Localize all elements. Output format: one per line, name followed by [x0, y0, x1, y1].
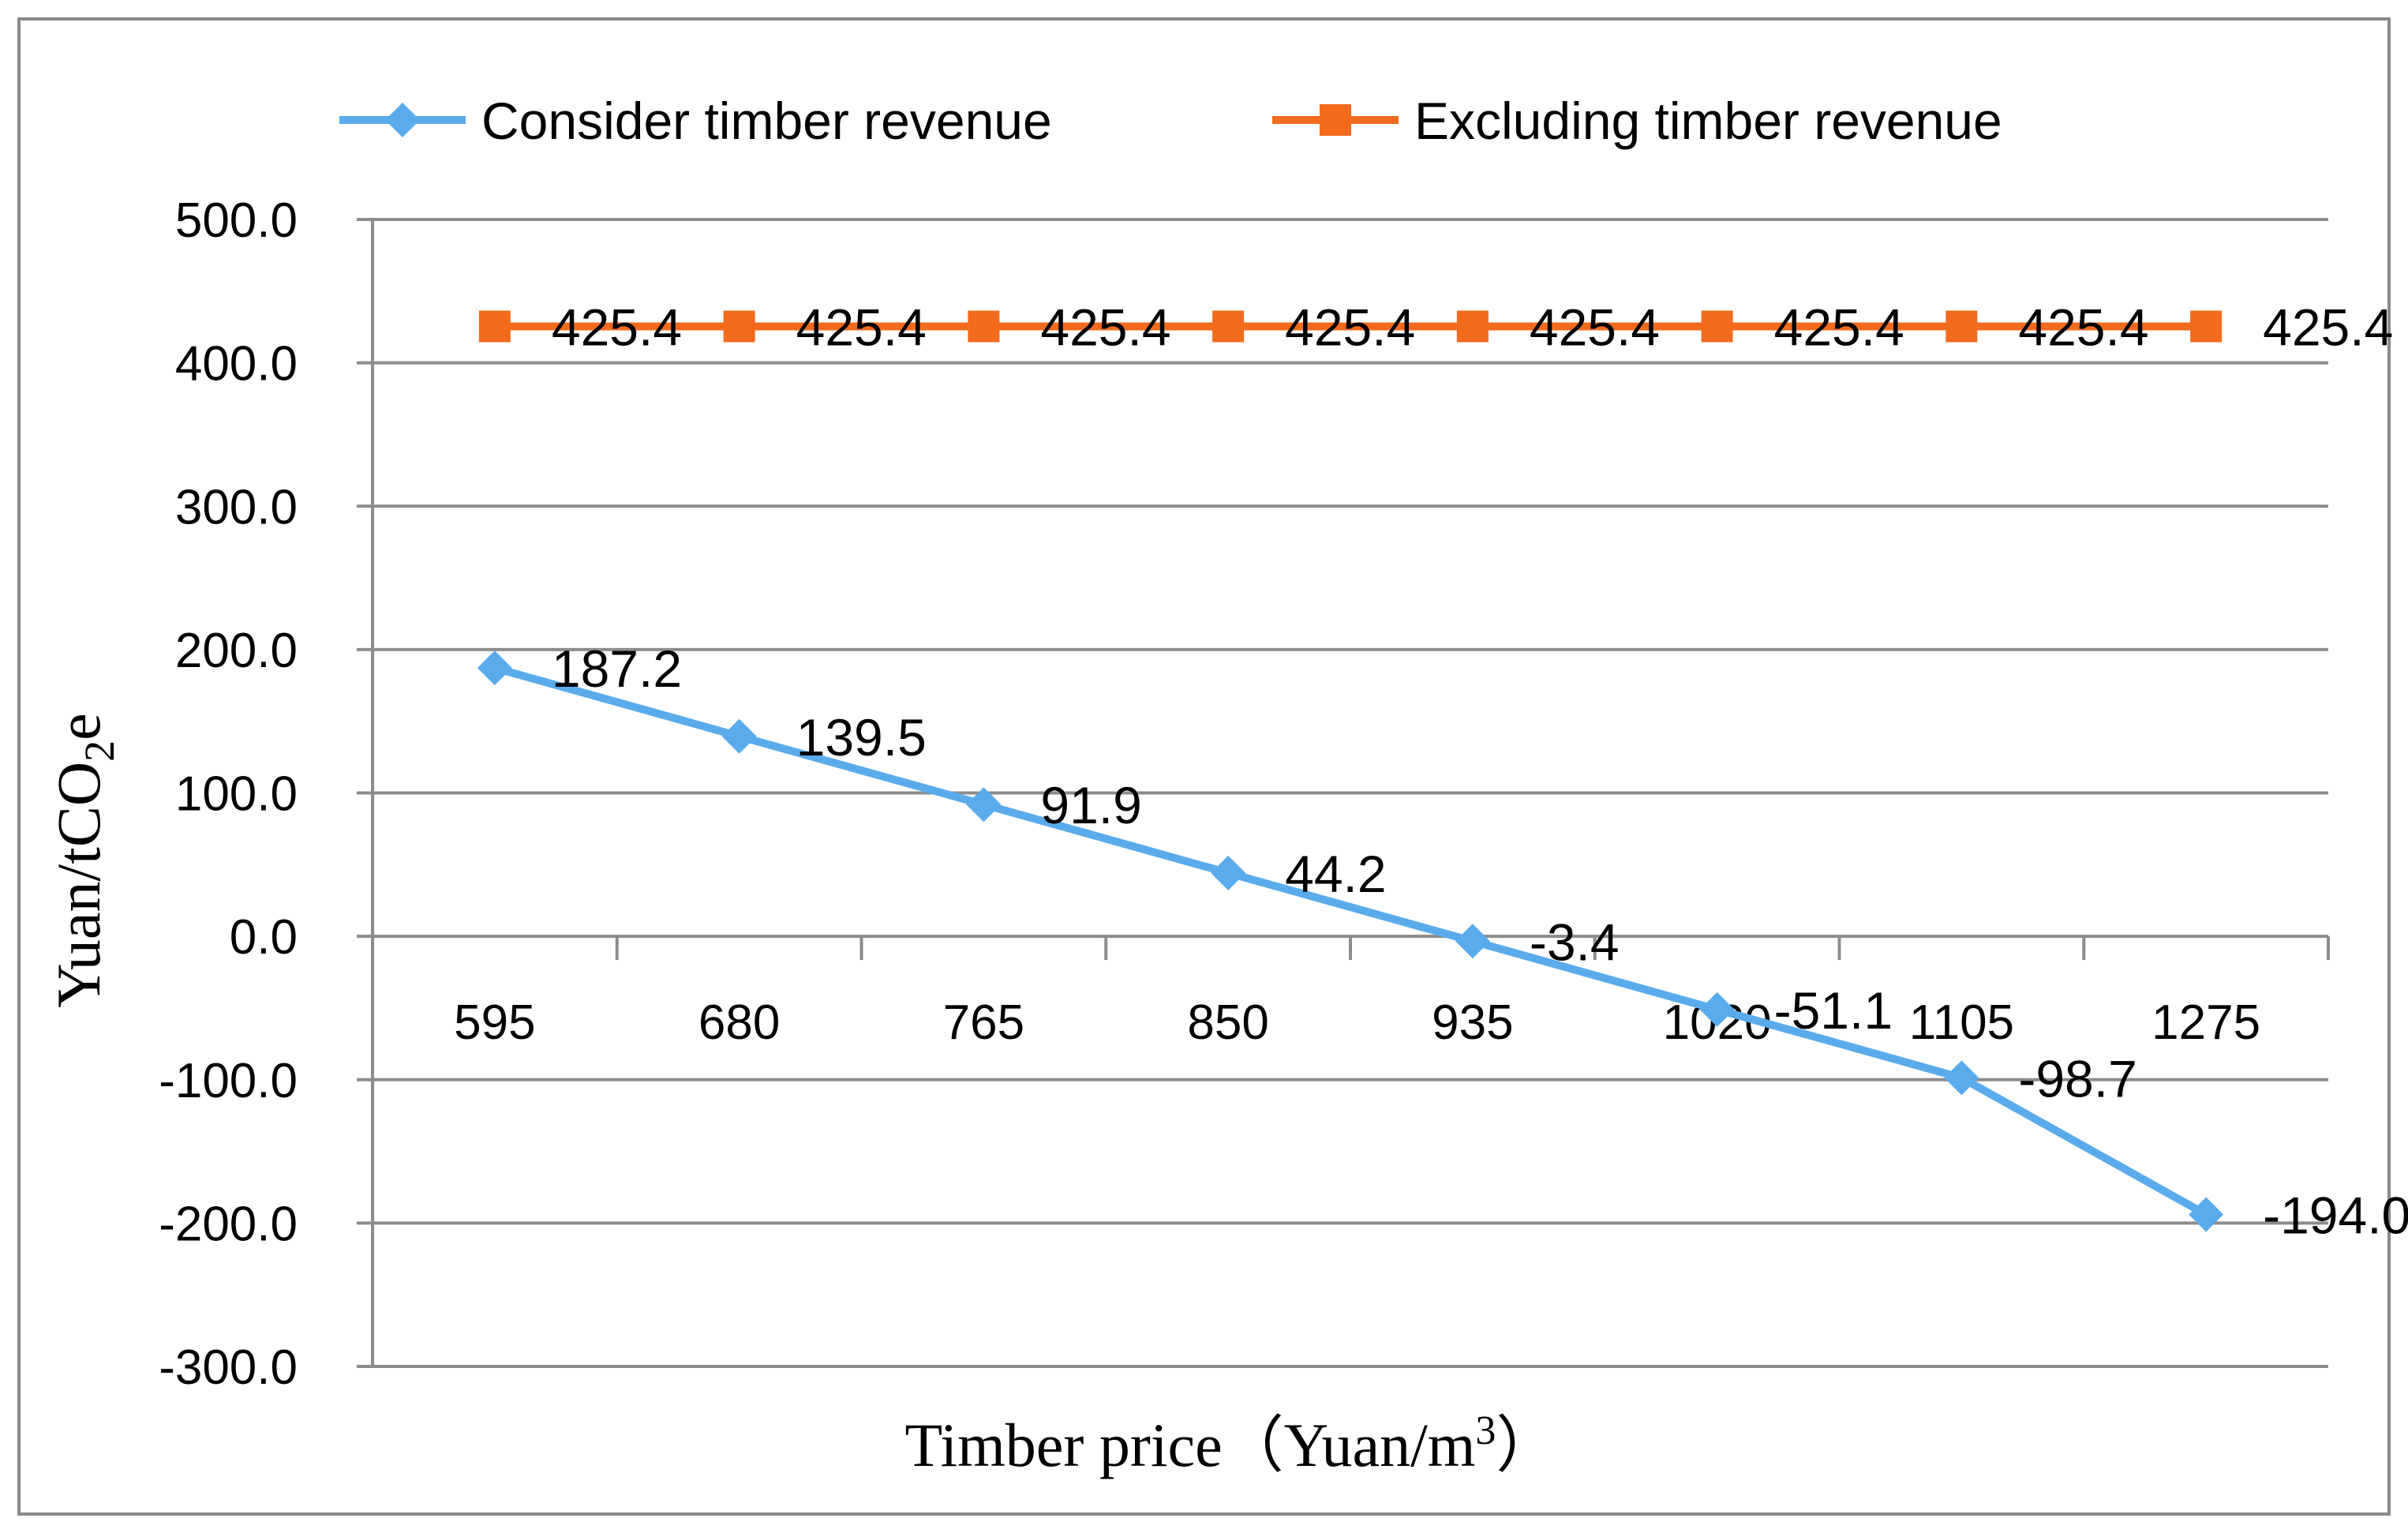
y-tick-label: 200.0 [175, 624, 298, 678]
y-tick-label: -100.0 [159, 1054, 298, 1108]
y-tick-label: 300.0 [175, 480, 298, 534]
data-point-square [1456, 310, 1489, 343]
legend-label-0: Consider timber revenue [481, 92, 1052, 150]
y-tick-label: 400.0 [175, 337, 298, 392]
data-point-square [1945, 310, 1978, 343]
x-axis-title-superscript: 3 [1475, 1408, 1496, 1453]
y-axis-title-subscript: 2 [76, 740, 123, 762]
data-label: -51.1 [1774, 981, 1893, 1040]
y-tick-label: 500.0 [175, 193, 298, 248]
data-point-diamond [1699, 991, 1735, 1027]
data-point-square [478, 310, 511, 343]
y-tick-label: -300.0 [159, 1340, 298, 1395]
data-point-diamond [1944, 1060, 1979, 1096]
data-label: -194.0 [2263, 1186, 2408, 1244]
legend-label-1: Excluding timber revenue [1414, 92, 2002, 150]
legend: Consider timber revenue Excluding timber … [339, 92, 2002, 150]
data-label: 425.4 [1285, 298, 1415, 356]
data-point-diamond [2189, 1197, 2224, 1232]
x-tick-label: 595 [454, 995, 535, 1050]
data-point-square [1701, 310, 1733, 343]
data-label: 91.9 [1040, 776, 1141, 834]
data-labels: 187.2 139.5 91.9 44.2 -3.4 -51.1 -98.7 -194.0 42… [552, 298, 2408, 1244]
data-label: -98.7 [2018, 1049, 2136, 1108]
series-group [477, 310, 2224, 1232]
data-label: 425.4 [1774, 298, 1904, 356]
x-tick-label: 850 [1187, 995, 1268, 1050]
y-tick-label: -200.0 [159, 1197, 298, 1251]
data-point-diamond [1211, 855, 1246, 890]
x-tick-label: 1105 [1909, 995, 2014, 1050]
data-label: -3.4 [1530, 913, 1620, 971]
data-point-diamond [477, 650, 512, 686]
data-label: 44.2 [1285, 845, 1386, 903]
data-point-square [1212, 310, 1245, 343]
data-point-diamond [966, 787, 1002, 823]
data-point-square [2190, 310, 2223, 343]
data-label: 425.4 [2018, 298, 2148, 356]
legend-marker-diamond [385, 103, 420, 137]
x-axis-title-end: ） [1496, 1411, 1557, 1479]
y-axis-title-main: Yuan/tCO [44, 762, 113, 1008]
data-label: 425.4 [552, 298, 682, 356]
series-line-0 [493, 664, 2208, 1218]
y-axis-title-end: e [44, 713, 113, 740]
x-tick-label: 680 [698, 995, 780, 1050]
data-label: 425.4 [796, 298, 927, 356]
y-tick-label: 0.0 [230, 910, 298, 965]
data-label: 187.2 [552, 639, 682, 698]
x-tick-label: 935 [1432, 995, 1513, 1050]
x-axis-title: Timber price（Yuan/m3） [905, 1408, 1558, 1479]
data-label: 425.4 [1040, 298, 1170, 356]
legend-marker-square [1320, 104, 1351, 136]
chart-border [17, 17, 2391, 1516]
data-point-square [723, 310, 755, 343]
y-tick-label: 100.0 [175, 767, 298, 822]
x-tick-label: 765 [943, 995, 1024, 1050]
y-axis-title: Yuan/tCO2e [44, 713, 123, 1008]
data-label: 425.4 [1530, 298, 1660, 356]
data-label: 139.5 [796, 708, 927, 766]
x-axis-title-main: Timber price（Yuan/m [905, 1411, 1476, 1479]
x-tick-label: 1275 [2151, 995, 2260, 1050]
data-label: 425.4 [2263, 298, 2393, 356]
axes: 500.0 400.0 300.0 200.0 100.0 0.0 -100.0 -200.0… [159, 193, 2330, 1395]
data-point-diamond [1455, 924, 1490, 959]
data-point-square [968, 310, 1000, 343]
data-point-diamond [721, 718, 757, 754]
